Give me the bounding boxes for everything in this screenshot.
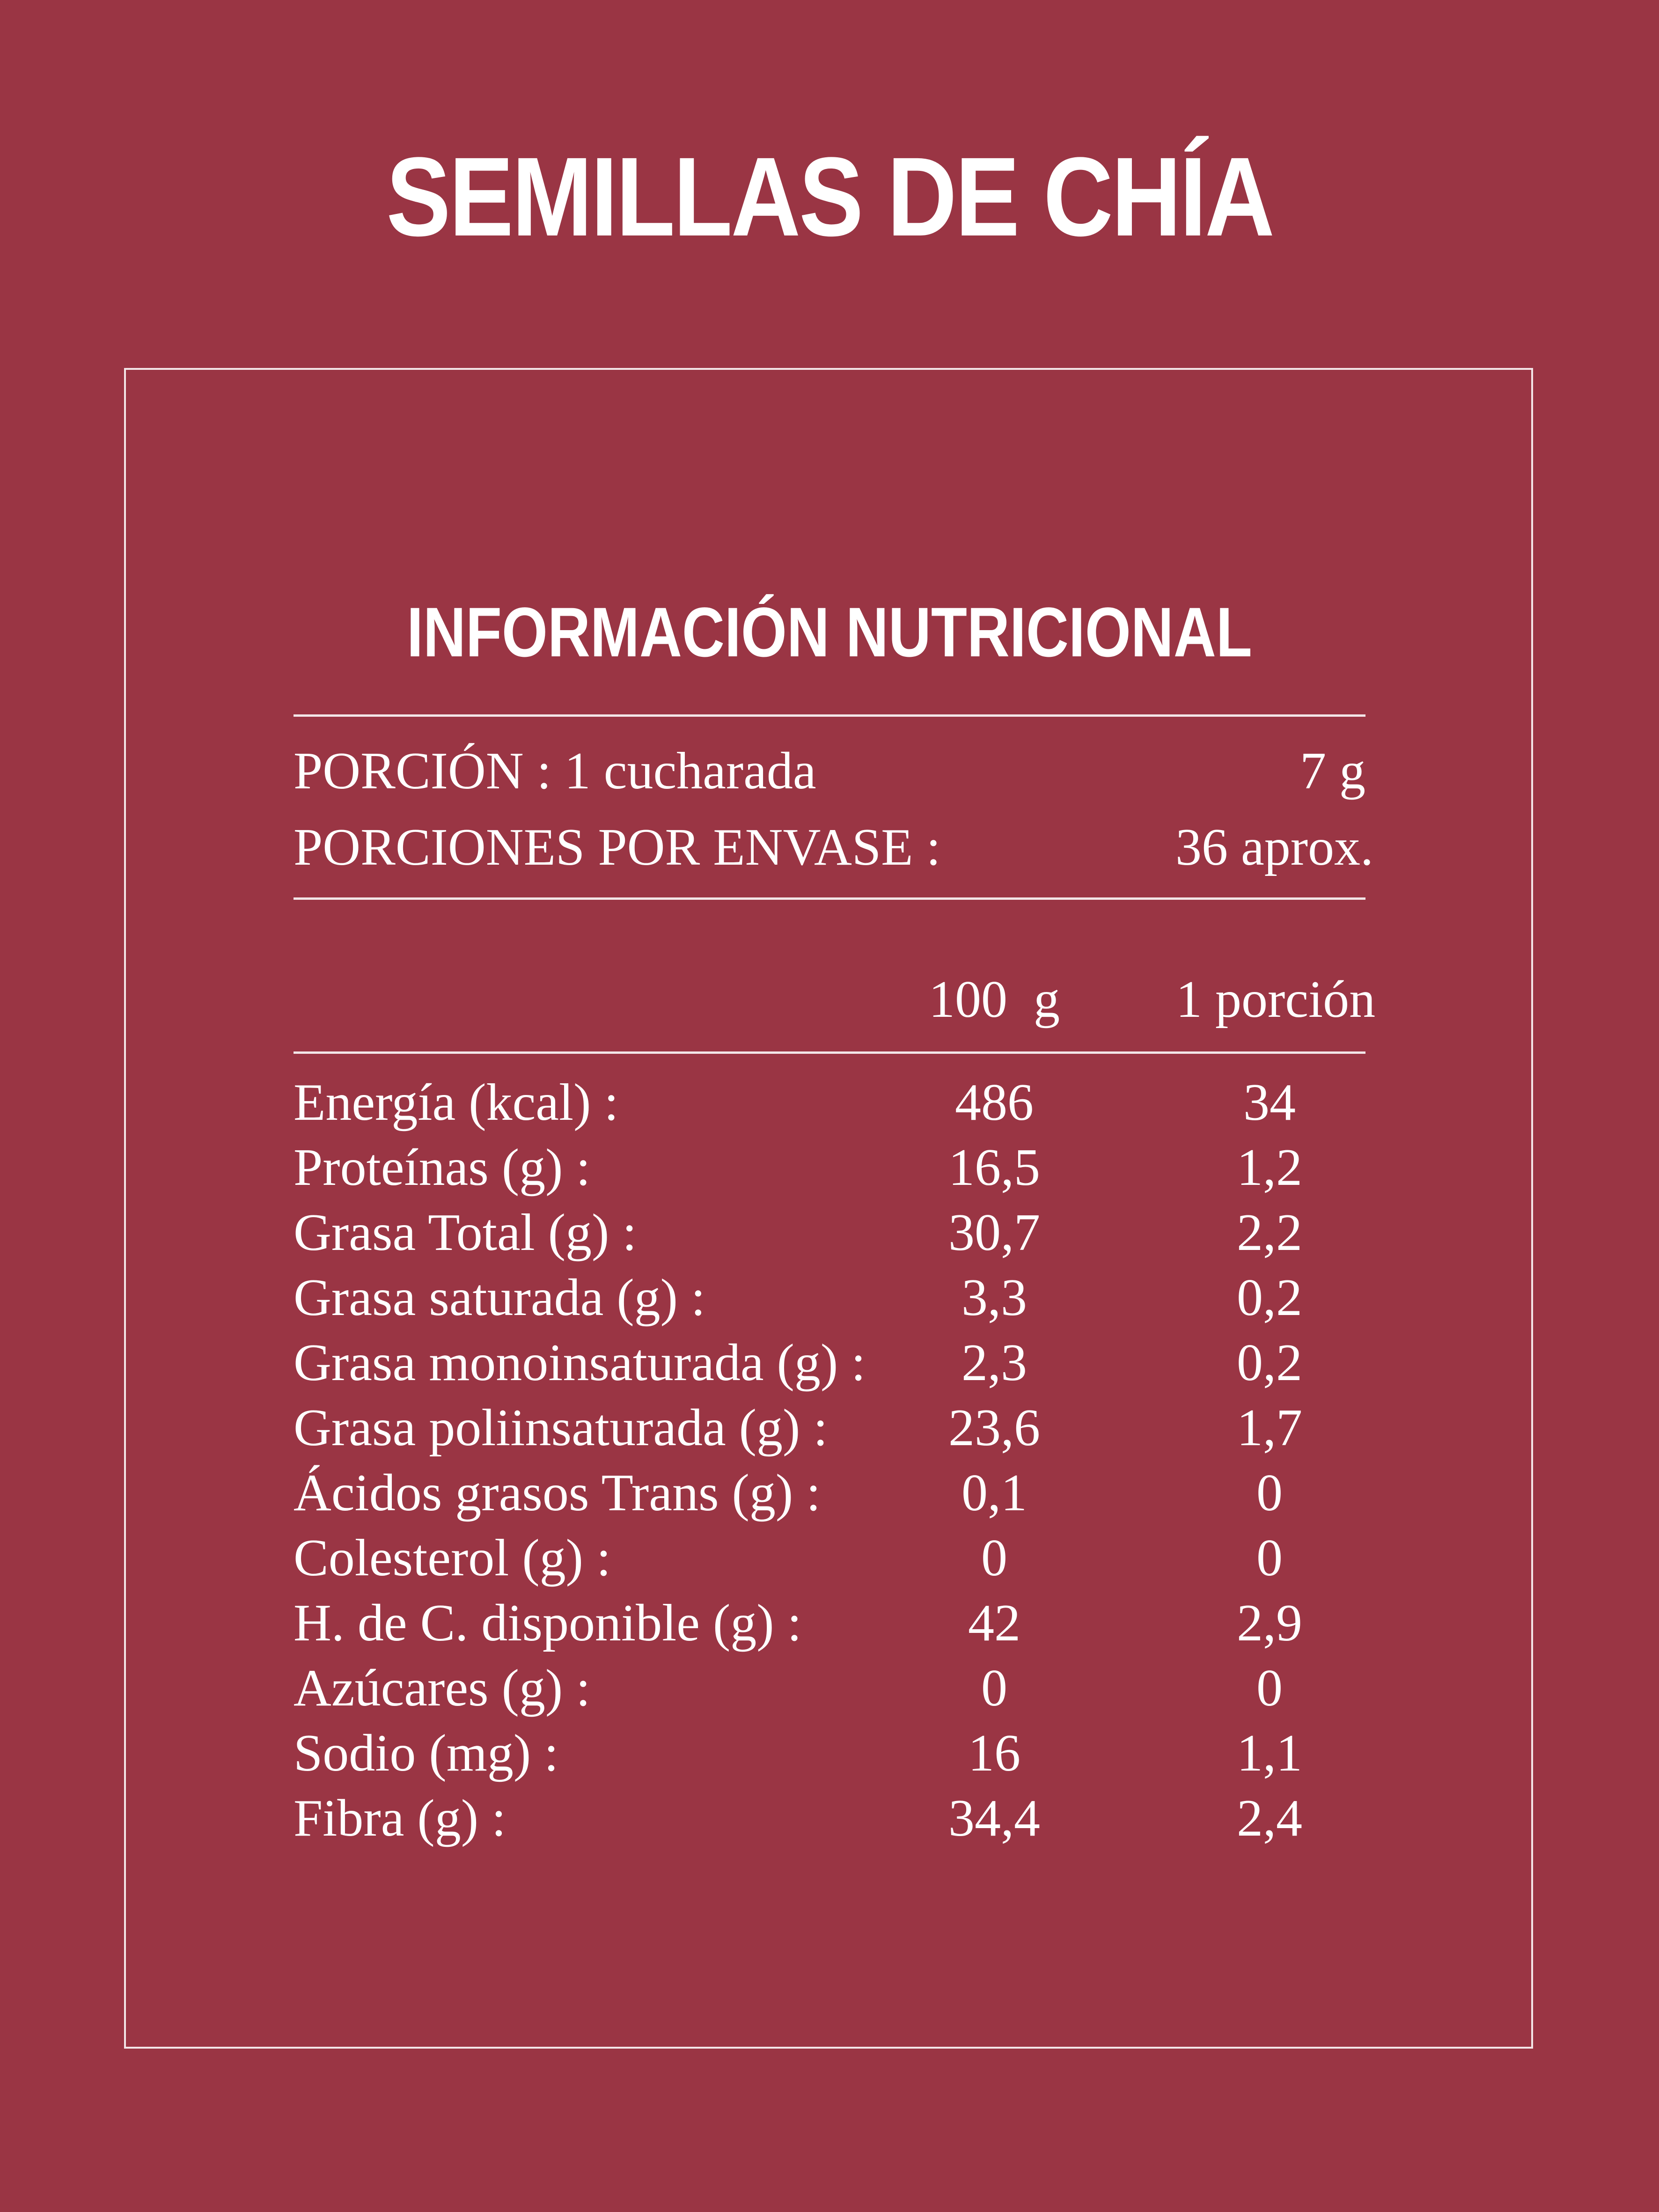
nutrient-value-100g: 23,6 [948,1399,1040,1457]
nutrient-label: Sodio (mg) : [294,1724,559,1782]
nutrition-panel-frame [124,368,1533,2049]
divider [294,1051,1365,1054]
nutrient-value-portion: 0 [1256,1659,1283,1717]
nutrition-heading: INFORMACIÓN NUTRICIONAL [0,595,1659,669]
nutrient-label: Proteínas (g) : [294,1139,591,1197]
nutrient-value-100g: 2,3 [962,1334,1027,1392]
nutrient-value-100g: 42 [968,1594,1020,1652]
nutrient-value-portion: 34 [1243,1073,1296,1132]
nutrient-label: H. de C. disponible (g) : [294,1594,802,1652]
nutrient-value-100g: 30,7 [948,1204,1040,1262]
nutrient-label: Colesterol (g) : [294,1529,611,1587]
column-header-portion: 1 porción [1176,970,1376,1029]
nutrient-value-100g: 486 [955,1073,1034,1132]
product-title: SEMILLAS DE CHÍA [0,136,1659,257]
nutrient-value-portion: 0 [1256,1529,1283,1587]
nutrient-value-portion: 1,1 [1237,1724,1302,1782]
nutrient-value-100g: 0,1 [962,1464,1027,1522]
nutrient-label: Ácidos grasos Trans (g) : [294,1464,821,1522]
nutrient-label: Energía (kcal) : [294,1073,619,1132]
nutrient-label: Grasa saturada (g) : [294,1269,706,1327]
nutrient-value-portion: 2,4 [1237,1789,1302,1847]
nutrient-label: Grasa Total (g) : [294,1204,637,1262]
nutrient-value-100g: 3,3 [962,1269,1027,1327]
nutrient-value-portion: 1,7 [1237,1399,1302,1457]
nutrient-label: Azúcares (g) : [294,1659,591,1717]
nutrient-value-100g: 16,5 [948,1139,1040,1197]
nutrition-heading-text: INFORMACIÓN NUTRICIONAL [407,593,1252,671]
nutrient-value-100g: 0 [981,1659,1007,1717]
product-title-text: SEMILLAS DE CHÍA [386,134,1275,259]
nutrient-value-portion: 0 [1256,1464,1283,1522]
divider [294,714,1365,717]
nutrient-value-portion: 2,2 [1237,1204,1302,1262]
nutrient-value-portion: 1,2 [1237,1139,1302,1197]
nutrient-label: Grasa monoinsaturada (g) : [294,1334,866,1392]
column-header-100g: 100 g [929,970,1060,1029]
nutrient-value-100g: 0 [981,1529,1007,1587]
divider [294,897,1365,900]
serving-size-label: PORCIÓN : 1 cucharada [294,742,816,800]
servings-per-package-value: 36 aprox. [1175,818,1373,876]
nutrient-value-portion: 0,2 [1237,1334,1302,1392]
servings-per-package-label: PORCIONES POR ENVASE : [294,818,941,876]
nutrient-value-100g: 34,4 [948,1789,1040,1847]
nutrient-label: Fibra (g) : [294,1789,507,1847]
serving-size-value: 7 g [1300,742,1365,800]
nutrient-value-portion: 2,9 [1237,1594,1302,1652]
nutrient-value-100g: 16 [968,1724,1020,1782]
nutrient-label: Grasa poliinsaturada (g) : [294,1399,828,1457]
nutrient-value-portion: 0,2 [1237,1269,1302,1327]
